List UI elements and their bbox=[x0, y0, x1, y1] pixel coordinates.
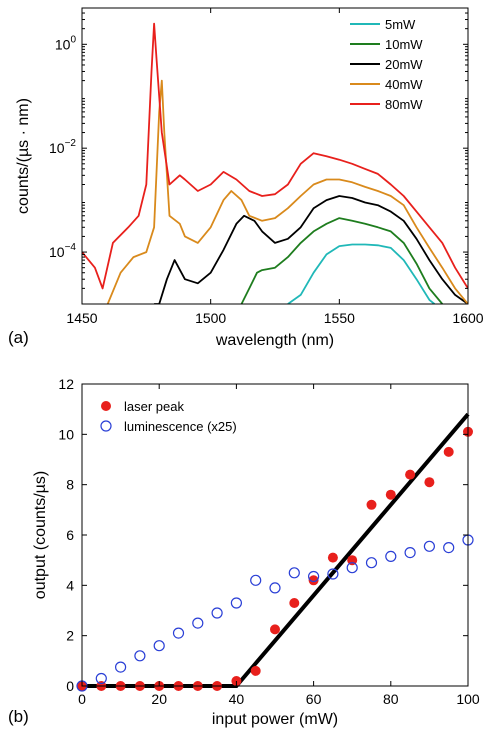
y-tick-label: 4 bbox=[66, 577, 74, 593]
laser-peak-point bbox=[289, 598, 300, 608]
luminescence-point bbox=[95, 672, 107, 685]
y-tick-label: 0 bbox=[66, 678, 74, 694]
y-tick-label: 12 bbox=[58, 376, 74, 392]
luminescence-point bbox=[288, 567, 300, 579]
laser-peak-point bbox=[385, 489, 396, 500]
panel-a-axes-box bbox=[81, 7, 469, 305]
luminescence-point bbox=[346, 562, 358, 574]
x-tick-label: 40 bbox=[229, 691, 245, 707]
spectrum-line-20mW bbox=[154, 195, 468, 304]
spectrum-line-80mW bbox=[82, 22, 468, 290]
luminescence-point bbox=[443, 541, 455, 554]
luminescence-point bbox=[250, 574, 262, 586]
panel-a-x-label: wavelength (nm) bbox=[215, 332, 334, 349]
legend-label-5mW: 5mW bbox=[385, 17, 416, 32]
legend-label-10mW: 10mW bbox=[385, 37, 423, 52]
y-tick-label: 10−4 bbox=[49, 242, 76, 260]
panel-b-label: (b) bbox=[8, 707, 29, 726]
x-tick-label: 20 bbox=[151, 691, 167, 707]
y-tick-label: 6 bbox=[66, 527, 74, 543]
legend-label-40mW: 40mW bbox=[385, 77, 423, 92]
panel-b-x-label: input power (mW) bbox=[212, 711, 338, 728]
panel-b-x-ticks: 0 20 40 60 80 100 bbox=[78, 384, 480, 707]
laser-peak-point bbox=[270, 624, 280, 635]
x-tick-label: 100 bbox=[456, 691, 480, 707]
x-tick-label: 1550 bbox=[324, 310, 355, 326]
panel-b-y-label: output (counts/µs) bbox=[32, 471, 49, 599]
panel-a-y-label: counts/(µs · nm) bbox=[15, 98, 32, 214]
panel-a: 1450 1500 1550 1600 100 10−2 10−4 wavelength … bbox=[8, 7, 484, 349]
panel-a-label: (a) bbox=[8, 328, 29, 347]
laser-peak-point bbox=[308, 575, 319, 586]
laser-peak-point bbox=[424, 477, 435, 488]
x-tick-label: 60 bbox=[306, 691, 322, 707]
spectrum-line-5mW bbox=[287, 243, 436, 304]
luminescence-point bbox=[308, 570, 320, 583]
luminescence-point bbox=[385, 550, 397, 563]
legend-label-laser-peak: laser peak bbox=[124, 399, 184, 414]
luminescence-point bbox=[211, 607, 223, 619]
panel-a-x-ticks: 1450 1500 1550 1600 bbox=[66, 8, 484, 326]
spectrum-line-10mW bbox=[240, 217, 443, 304]
panel-b-series bbox=[76, 412, 474, 692]
luminescence-point bbox=[134, 650, 146, 662]
legend-label-20mW: 20mW bbox=[385, 57, 423, 72]
luminescence-point bbox=[327, 568, 339, 580]
fit-line bbox=[82, 412, 470, 688]
x-tick-label: 80 bbox=[383, 691, 399, 707]
luminescence-point bbox=[114, 661, 127, 673]
panel-a-y-ticks: 100 10−2 10−4 bbox=[49, 7, 468, 289]
legend-label-luminescence: luminescence (x25) bbox=[124, 419, 237, 434]
luminescence-point bbox=[153, 640, 165, 652]
panel-b-legend: laser peak luminescence (x25) bbox=[100, 399, 237, 434]
luminescence-point bbox=[365, 557, 378, 569]
luminescence-point bbox=[230, 597, 242, 609]
luminescence-point bbox=[404, 546, 416, 559]
legend-marker-laser-peak bbox=[101, 401, 111, 411]
y-tick-label: 2 bbox=[66, 628, 74, 644]
legend-marker-luminescence bbox=[100, 420, 112, 432]
panel-a-series bbox=[82, 22, 468, 304]
laser-peak-point bbox=[405, 469, 416, 480]
y-tick-label: 100 bbox=[55, 34, 77, 52]
laser-peak-point bbox=[366, 499, 377, 510]
laser-peak-point bbox=[443, 446, 454, 457]
panel-b-y-ticks: 0 2 4 6 8 10 12 bbox=[58, 376, 468, 694]
x-tick-label: 1600 bbox=[452, 310, 483, 326]
luminescence-point bbox=[192, 617, 204, 629]
laser-peak-point bbox=[327, 552, 338, 563]
y-tick-label: 10 bbox=[58, 426, 74, 442]
legend-label-80mW: 80mW bbox=[385, 97, 423, 112]
laser-peak-point bbox=[250, 665, 261, 676]
luminescence-point bbox=[172, 627, 185, 639]
x-tick-label: 0 bbox=[78, 691, 86, 707]
luminescence-point bbox=[423, 540, 435, 552]
x-tick-label: 1450 bbox=[66, 310, 97, 326]
y-tick-label: 10−2 bbox=[49, 138, 76, 156]
panel-a-legend: 5mW 10mW 20mW 40mW 80mW bbox=[350, 17, 423, 112]
x-tick-label: 1500 bbox=[195, 310, 226, 326]
y-tick-label: 8 bbox=[66, 477, 74, 493]
luminescence-point bbox=[269, 582, 281, 594]
spectrum-line-40mW bbox=[106, 79, 468, 304]
